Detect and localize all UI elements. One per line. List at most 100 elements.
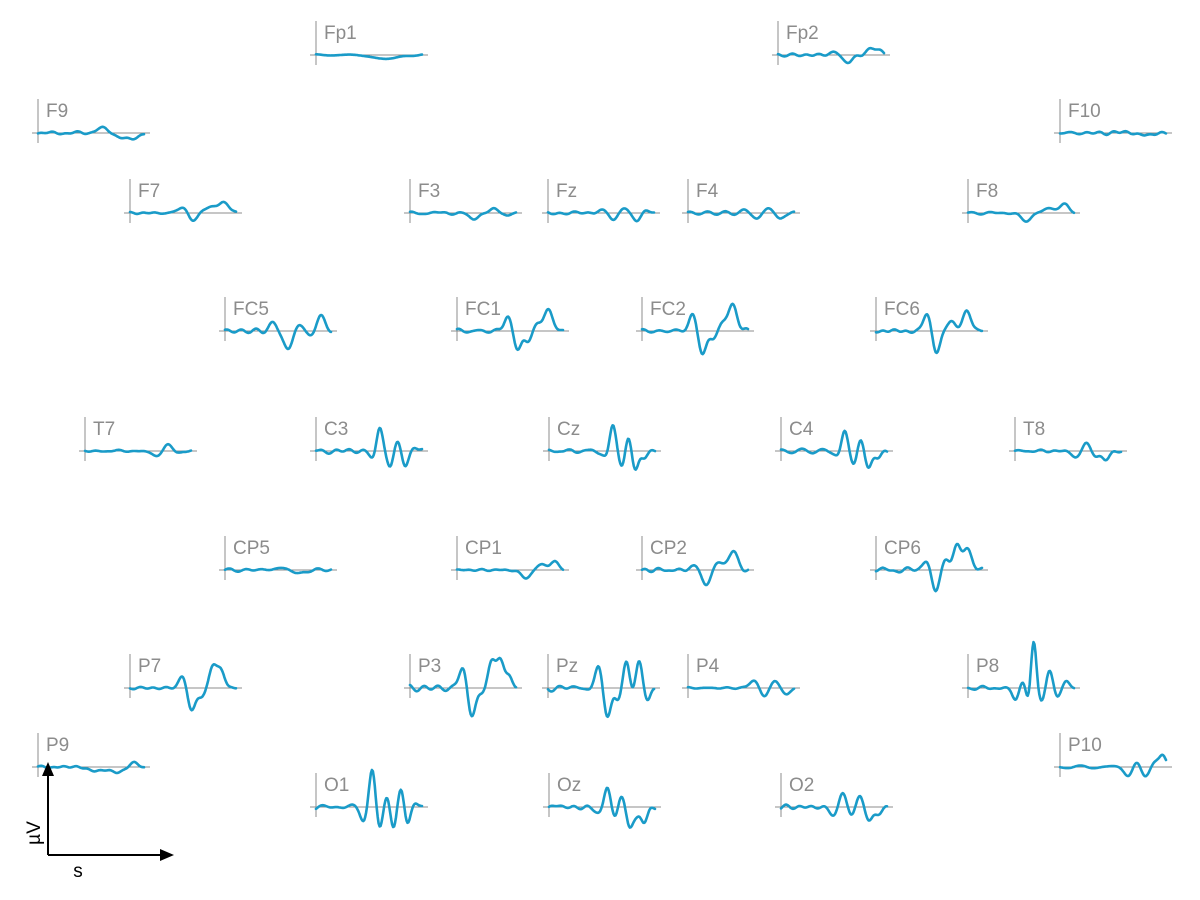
channel-waveform: [874, 309, 984, 355]
channel-cp1: CP1: [451, 536, 569, 580]
scale-bar: s µV: [24, 762, 174, 882]
scale-x-label: s: [73, 861, 83, 882]
channel-waveform: [408, 656, 518, 718]
channel-label: CP1: [465, 538, 502, 559]
channel-label: Oz: [557, 775, 581, 796]
channel-fc6: FC6: [870, 297, 988, 355]
channel-cz: Cz: [543, 417, 661, 471]
channel-c4: C4: [775, 417, 893, 469]
channel-label: FC5: [233, 299, 269, 320]
channel-fc5: FC5: [219, 297, 337, 351]
channel-fc1: FC1: [451, 297, 569, 352]
channel-waveform: [874, 542, 984, 593]
channel-label: P3: [418, 656, 441, 677]
channel-panels: Fp1 Fp2 F9 F10 F7 F3 Fz F4 F8 FC5 FC1 FC2 FC6 T7 C3 Cz C…: [32, 21, 1172, 829]
channel-c3: C3: [310, 417, 428, 468]
channel-waveform: [640, 549, 750, 587]
channel-label: Fp2: [786, 23, 819, 44]
channel-f8: F8: [962, 179, 1080, 223]
channel-label: C3: [324, 419, 348, 440]
channel-label: C4: [789, 419, 814, 440]
scale-x-arrow-icon: [160, 849, 174, 861]
channel-p10: P10: [1054, 733, 1172, 778]
channel-f3: F3: [404, 179, 522, 223]
channel-label: O2: [789, 775, 814, 796]
channel-label: F10: [1068, 101, 1101, 122]
channel-p9: P9: [32, 733, 150, 777]
channel-waveform: [223, 566, 333, 575]
channel-waveform: [966, 202, 1076, 223]
channel-waveform: [128, 200, 238, 222]
channel-waveform: [36, 125, 146, 141]
channel-waveform: [779, 791, 889, 822]
channel-label: Fz: [556, 181, 577, 202]
channel-cp5: CP5: [219, 536, 337, 580]
channel-f7: F7: [124, 179, 242, 223]
channel-o2: O2: [775, 773, 893, 822]
channel-fc2: FC2: [636, 297, 754, 356]
scale-y-label: µV: [24, 821, 45, 845]
channel-f4: F4: [682, 179, 800, 223]
channel-fz: Fz: [542, 179, 660, 223]
channel-t7: T7: [79, 417, 197, 461]
channel-waveform: [966, 640, 1076, 702]
channel-label: FC2: [650, 299, 686, 320]
channel-waveform: [1058, 129, 1168, 137]
channel-waveform: [686, 679, 796, 698]
channel-waveform: [128, 663, 238, 712]
channel-label: F4: [696, 181, 719, 202]
channel-f10: F10: [1054, 99, 1172, 143]
channel-waveform: [776, 46, 886, 65]
channel-label: O1: [324, 775, 349, 796]
channel-label: Fp1: [324, 23, 357, 44]
channel-fp2: Fp2: [772, 21, 890, 65]
channel-waveform: [83, 442, 193, 458]
channel-label: T7: [93, 419, 115, 440]
channel-waveform: [36, 760, 146, 775]
channel-label: Cz: [557, 419, 580, 440]
channel-label: P7: [138, 656, 161, 677]
channel-cp6: CP6: [870, 536, 988, 593]
channel-f9: F9: [32, 99, 150, 143]
channel-waveform: [640, 302, 750, 356]
channel-label: F8: [976, 181, 998, 202]
channel-o1: O1: [310, 768, 428, 829]
channel-label: FC1: [465, 299, 501, 320]
channel-p7: P7: [124, 654, 242, 712]
channel-label: P9: [46, 735, 69, 756]
channel-waveform: [408, 206, 518, 221]
channel-waveform: [314, 426, 424, 468]
channel-waveform: [546, 207, 656, 223]
scale-y-arrow-icon: [42, 762, 54, 776]
channel-label: CP2: [650, 538, 687, 559]
channel-label: P4: [696, 656, 720, 677]
channel-waveform: [1013, 441, 1123, 462]
channel-waveform: [455, 307, 565, 352]
channel-p4: P4: [682, 654, 800, 698]
channel-label: Pz: [556, 656, 578, 677]
channel-label: FC6: [884, 299, 920, 320]
channel-label: P8: [976, 656, 999, 677]
channel-label: F9: [46, 101, 68, 122]
channel-oz: Oz: [543, 773, 661, 829]
channel-label: CP5: [233, 538, 270, 559]
channel-fp1: Fp1: [310, 21, 428, 65]
channel-t8: T8: [1009, 417, 1127, 462]
channel-waveform: [686, 207, 796, 220]
channel-waveform: [455, 559, 565, 580]
channel-pz: Pz: [542, 654, 660, 719]
channel-label: T8: [1023, 419, 1045, 440]
channel-waveform: [223, 313, 333, 351]
channel-waveform: [1058, 753, 1168, 778]
channel-waveform: [547, 424, 657, 471]
channel-waveform: [314, 53, 424, 61]
channel-waveform: [314, 768, 424, 829]
channel-p8: P8: [962, 640, 1080, 702]
channel-cp2: CP2: [636, 536, 754, 587]
channel-waveform: [547, 786, 657, 829]
channel-p3: P3: [404, 654, 522, 718]
channel-label: CP6: [884, 538, 921, 559]
channel-waveform: [779, 429, 889, 469]
channel-label: F3: [418, 181, 440, 202]
